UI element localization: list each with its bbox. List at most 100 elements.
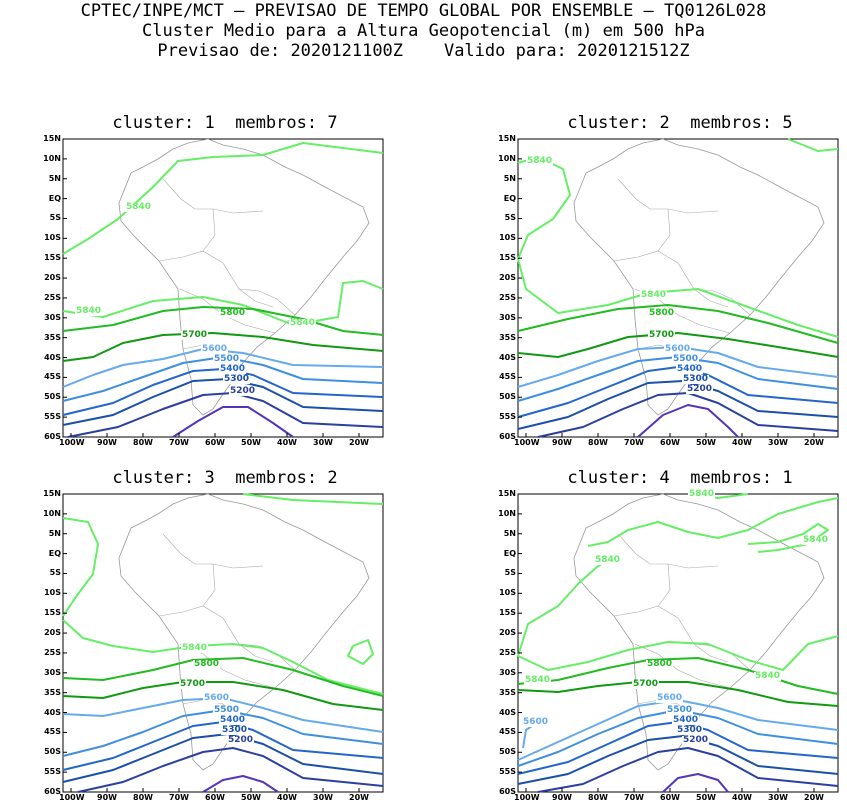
country-border [617,533,719,569]
lon-label: 50W [696,438,716,447]
lat-label: 15S [499,253,516,263]
lat-label: 25S [499,647,516,657]
lat-label: 15N [43,489,61,498]
lat-label: 20S [44,628,61,638]
country-border [617,178,719,214]
lon-label: 40W [732,793,752,802]
lat-label: 45S [44,372,61,382]
lat-label: 40S [44,352,61,362]
lon-label: 30W [768,438,788,447]
header-line-2: Cluster Medio para a Altura Geopotencial… [142,21,705,41]
contour-label-5300: 5300 [223,374,251,384]
contour-5300 [62,378,384,426]
lat-label: 10S [44,233,61,243]
contour-label-5600: 5600 [203,693,231,703]
map-svg [517,138,839,438]
lon-label: 60W [205,438,225,447]
country-border [158,250,274,308]
lat-label: 5S [504,568,516,578]
contour-5200 [537,392,839,438]
lat-label: 40S [499,352,516,362]
country-border [634,643,731,689]
lon-label: 30W [313,438,333,447]
lon-label: 100W [514,793,540,802]
lon-label: 20W [804,438,824,447]
contour-label-5840: 5840 [125,202,153,212]
lat-label: EQ [503,548,516,558]
contour-5400 [517,721,839,775]
lat-label: 5S [49,213,61,223]
contour-5840 [62,517,99,617]
country-border [202,563,216,607]
lon-label: 80W [588,438,608,447]
lon-label: 70W [624,438,644,447]
panel-3-title: cluster: 3 membros: 2 [112,468,338,488]
lat-label: 10N [498,508,516,518]
lon-label: 90W [97,438,117,447]
lon-label: 90W [552,793,572,802]
contour-label-5500: 5500 [666,705,694,715]
contour-5840 [587,497,839,547]
lon-label: 20W [349,438,369,447]
contour-5500 [62,356,384,402]
lat-label: 10N [43,508,61,518]
map-svg [517,493,839,793]
lon-label: 30W [768,793,788,802]
contour-label-5800: 5800 [193,659,221,669]
lon-label: 80W [133,438,153,447]
contour-5500 [62,709,384,757]
lat-label: 15S [499,608,516,618]
lat-label: 50S [44,392,61,402]
map-panel-cluster-1: 15N 10N 5N EQ 5S 10S 15S 20S 25S 30S 35S 40S 45S 50S 5… [43,135,384,447]
contour-label-5300: 5300 [682,374,710,384]
lon-label: 40W [732,438,752,447]
contour-label-5200: 5200 [229,386,257,396]
contour-5840 [62,142,384,255]
lat-label: 25S [44,647,61,657]
contour-label-5200: 5200 [682,735,710,745]
lon-label: 100W [59,438,85,447]
contour-5700 [62,681,384,711]
contour-label-5800: 5800 [648,308,676,318]
lat-label: 15N [498,489,516,498]
lon-label: 60W [660,793,680,802]
country-border [202,208,216,252]
contour-5200 [67,392,384,438]
lon-label: 50W [241,438,261,447]
contour-label-5840: 5840 [688,489,716,499]
contour-label-5700: 5700 [648,330,676,340]
coastline [118,493,370,771]
country-border [162,533,264,569]
coastline [573,493,825,771]
contour-label-5500: 5500 [672,354,700,364]
contour-5500 [517,709,839,767]
map-panel-cluster-4: 15N 10N 5N EQ 5S 10S 15S 20S 25S 30S 35S 40S 45S 50S 5… [498,490,839,802]
contour-label-5840: 5840 [75,306,103,316]
contour-5100 [637,404,739,438]
contour-label-5600: 5600 [656,693,684,703]
lat-label: 55S [499,767,516,777]
lat-label: 60S [44,787,61,796]
map-frame [62,493,384,793]
lat-label: 5N [503,528,516,538]
contour-label-5800: 5800 [219,308,247,318]
contour-label-5300: 5300 [676,725,704,735]
contour-label-5840: 5840 [754,671,782,681]
panel-2-title: cluster: 2 membros: 5 [567,113,793,133]
lon-label: 70W [624,793,644,802]
contour-label-5840: 5840 [640,290,668,300]
map-panel-cluster-2: 15N 10N 5N EQ 5S 10S 15S 20S 25S 30S 35S 40S 45S 50S 5… [498,135,839,447]
lon-label: 70W [169,793,189,802]
contour-5600 [517,346,839,388]
lat-label: 10N [43,153,61,163]
lat-label: 10S [499,233,516,243]
coastline [573,138,825,416]
lat-label: 5S [49,568,61,578]
lat-label: 55S [44,767,61,777]
lat-label: 45S [499,727,516,737]
lat-label: 40S [499,707,516,717]
lat-label: 15N [498,134,516,143]
country-border [657,563,671,607]
lon-label: 50W [696,793,716,802]
lon-label: 50W [241,793,261,802]
